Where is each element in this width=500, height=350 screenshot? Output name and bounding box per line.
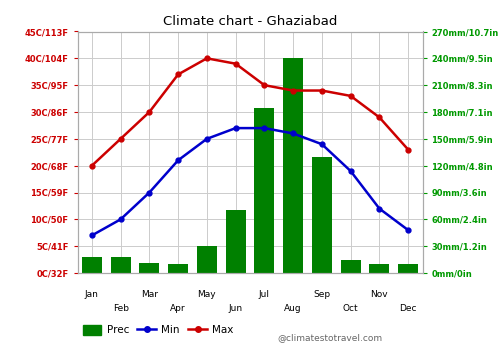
Bar: [370, 264, 390, 273]
Text: Sep: Sep: [314, 290, 330, 299]
Text: Jan: Jan: [85, 290, 99, 299]
Text: Feb: Feb: [112, 304, 128, 313]
Text: Oct: Oct: [343, 304, 358, 313]
Text: Aug: Aug: [284, 304, 302, 313]
Bar: [398, 264, 418, 273]
Text: Mar: Mar: [141, 290, 158, 299]
Text: @climatestotravel.com: @climatestotravel.com: [278, 333, 382, 342]
Bar: [254, 107, 274, 273]
Text: Apr: Apr: [170, 304, 186, 313]
Bar: [312, 157, 332, 273]
Bar: [197, 246, 217, 273]
Bar: [140, 263, 160, 273]
Bar: [340, 260, 360, 273]
Bar: [283, 58, 303, 273]
Title: Climate chart - Ghaziabad: Climate chart - Ghaziabad: [163, 15, 337, 28]
Legend: Prec, Min, Max: Prec, Min, Max: [82, 325, 234, 335]
Bar: [226, 210, 246, 273]
Text: Dec: Dec: [400, 304, 417, 313]
Text: Jul: Jul: [259, 290, 270, 299]
Bar: [168, 264, 188, 273]
Bar: [82, 257, 102, 273]
Bar: [110, 257, 130, 273]
Text: May: May: [198, 290, 216, 299]
Text: Nov: Nov: [370, 290, 388, 299]
Text: Jun: Jun: [228, 304, 242, 313]
